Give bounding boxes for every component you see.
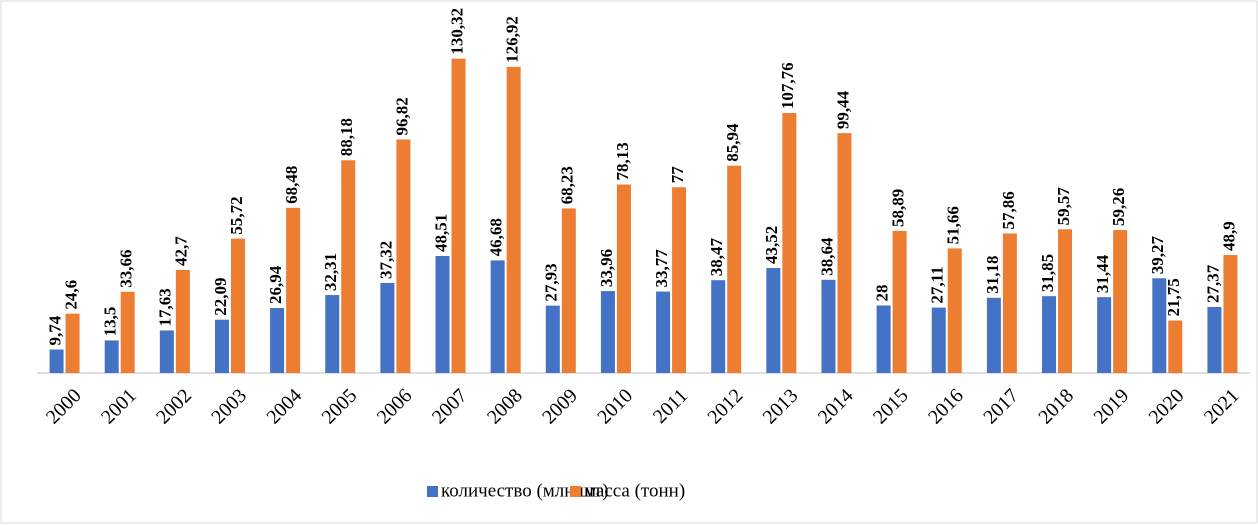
bar <box>711 280 726 373</box>
data-label: 38,64 <box>817 237 836 276</box>
bar <box>104 340 119 373</box>
bar <box>1097 297 1112 373</box>
data-label: 9,74 <box>45 315 64 345</box>
legend-label: масса (тонн) <box>584 480 685 501</box>
bar <box>175 270 190 373</box>
data-label: 107,76 <box>778 62 797 109</box>
bar <box>1223 255 1238 373</box>
bar <box>931 307 946 373</box>
bar <box>1113 230 1128 373</box>
data-label: 38,47 <box>707 237 726 276</box>
legend-label: количество (млн.шт) <box>441 480 608 501</box>
data-label: 24,6 <box>61 280 80 310</box>
data-label: 31,18 <box>983 256 1002 294</box>
data-label: 68,23 <box>558 166 577 204</box>
data-label: 32,31 <box>321 253 340 291</box>
data-label: 33,96 <box>597 249 616 287</box>
data-label: 27,11 <box>928 266 947 303</box>
data-label: 130,32 <box>447 8 466 55</box>
bar <box>380 282 395 373</box>
bar <box>892 230 907 373</box>
bar <box>506 66 521 373</box>
data-label: 31,85 <box>1038 254 1057 292</box>
data-label: 96,82 <box>392 97 411 135</box>
bar <box>1168 320 1183 373</box>
data-label: 33,66 <box>117 250 136 288</box>
bar <box>986 297 1001 373</box>
data-label: 43,52 <box>762 226 781 264</box>
bar <box>120 291 135 373</box>
bar <box>230 238 245 373</box>
data-label: 58,89 <box>889 189 908 227</box>
bar <box>1002 233 1017 373</box>
data-label: 48,9 <box>1219 221 1238 251</box>
bar <box>656 291 671 373</box>
bar <box>159 330 174 373</box>
data-label: 21,75 <box>1164 278 1183 316</box>
legend-swatch <box>570 486 581 497</box>
data-label: 57,86 <box>999 191 1018 229</box>
data-label: 77 <box>668 166 687 184</box>
bar <box>1058 229 1073 373</box>
legend-swatch <box>427 486 438 497</box>
data-label: 59,57 <box>1054 187 1073 226</box>
bar <box>1152 278 1167 373</box>
data-label: 46,68 <box>487 218 506 256</box>
data-label: 26,94 <box>266 265 285 304</box>
bar <box>561 208 576 373</box>
bar <box>782 113 797 374</box>
data-label: 59,26 <box>1109 188 1128 226</box>
data-label: 33,77 <box>652 249 671 288</box>
bar <box>65 313 80 373</box>
bar <box>616 184 631 373</box>
bar <box>490 260 505 373</box>
data-label: 126,92 <box>503 16 522 63</box>
bar <box>396 139 411 373</box>
bar <box>214 319 229 373</box>
data-label: 68,48 <box>282 166 301 204</box>
bar <box>821 279 836 373</box>
data-label: 99,44 <box>833 90 852 129</box>
data-label: 27,37 <box>1203 264 1222 303</box>
data-label: 48,51 <box>431 214 450 252</box>
bar <box>600 291 615 373</box>
data-label: 37,32 <box>376 241 395 279</box>
bar <box>270 308 285 373</box>
bar <box>766 268 781 373</box>
bar <box>947 248 962 373</box>
bar <box>451 58 466 373</box>
data-label: 51,66 <box>944 206 963 244</box>
data-label: 78,13 <box>613 142 632 180</box>
bar <box>837 133 852 373</box>
bar <box>672 187 687 373</box>
bar <box>286 207 301 373</box>
bar <box>727 165 742 373</box>
bar <box>876 305 891 373</box>
data-label: 85,94 <box>723 123 742 162</box>
bar <box>49 349 64 373</box>
data-label: 13,5 <box>101 307 120 337</box>
data-label: 27,93 <box>542 263 561 301</box>
data-label: 88,18 <box>337 118 356 156</box>
data-label: 42,7 <box>172 236 191 266</box>
data-label: 22,09 <box>211 277 230 315</box>
bar <box>435 255 450 373</box>
data-label: 31,44 <box>1093 254 1112 293</box>
bar <box>1042 296 1057 373</box>
bar <box>325 295 340 373</box>
bar <box>1207 306 1222 373</box>
data-label: 55,72 <box>227 196 246 234</box>
bar <box>341 160 356 373</box>
bar <box>545 305 560 373</box>
data-label: 17,63 <box>156 288 175 326</box>
data-label: 28 <box>873 284 892 301</box>
data-label: 39,27 <box>1148 236 1167 275</box>
